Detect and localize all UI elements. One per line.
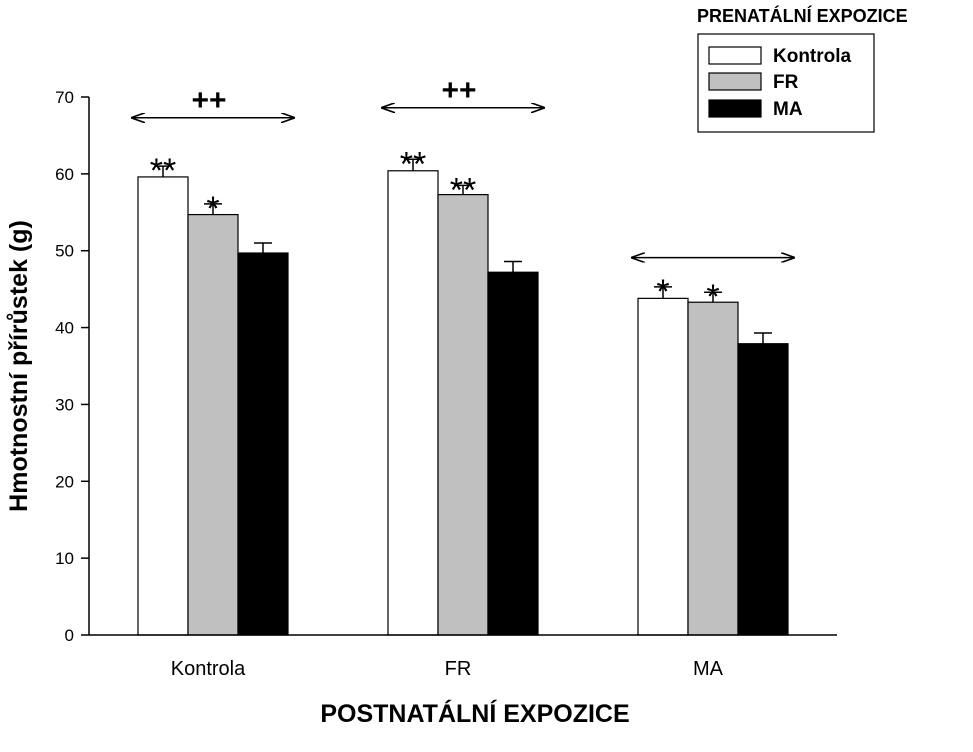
x-category-label: MA: [693, 658, 724, 680]
bar: [687, 301, 739, 636]
x-axis-title: POSTNATÁLNÍ EXPOZICE: [320, 699, 629, 728]
legend-swatch: [708, 72, 762, 91]
comparison-label: ++: [191, 84, 226, 117]
significance-label: **: [400, 145, 426, 183]
y-tick-label: 60: [55, 165, 74, 184]
legend-label: Kontrola: [773, 46, 852, 67]
legend: PRENATÁLNÍ EXPOZICE Kontrola FR MA: [697, 5, 908, 133]
y-axis-title: Hmotnostní přírůstek (g): [5, 220, 33, 512]
comparison-label: ++: [441, 74, 476, 107]
y-tick-label: 0: [65, 626, 74, 645]
y-tick-label: 20: [55, 472, 74, 491]
x-category-label: FR: [445, 658, 472, 680]
bar: [637, 297, 689, 636]
significance-label: *: [206, 190, 219, 228]
x-category-labels: Kontrola FR MA: [171, 658, 724, 680]
bar: [737, 343, 789, 636]
significance-label: **: [450, 171, 476, 209]
bar: [487, 271, 539, 636]
y-tick-label: 70: [55, 88, 74, 107]
y-ticks: 0 10 20 30 40 50 60 70: [55, 88, 89, 645]
error-bars: [154, 158, 772, 344]
significance-label: **: [150, 152, 176, 190]
bar: [437, 194, 489, 636]
bar: [237, 252, 289, 636]
y-tick-label: 40: [55, 319, 74, 338]
legend-swatch: [708, 46, 762, 65]
axes: [88, 97, 837, 636]
legend-swatch: [708, 99, 762, 118]
bar: [137, 176, 189, 636]
legend-label: FR: [773, 72, 799, 93]
bar: [387, 170, 439, 636]
y-tick-label: 10: [55, 549, 74, 568]
bar: [187, 213, 239, 636]
y-tick-label: 50: [55, 242, 74, 261]
bars: [137, 170, 789, 636]
x-category-label: Kontrola: [171, 658, 246, 680]
significance-label: *: [656, 273, 669, 311]
significance-annotations: ***++****++* *: [132, 74, 794, 316]
significance-label: *: [706, 278, 719, 316]
y-tick-label: 30: [55, 395, 74, 414]
legend-label: MA: [773, 99, 803, 120]
legend-title: PRENATÁLNÍ EXPOZICE: [697, 5, 908, 26]
